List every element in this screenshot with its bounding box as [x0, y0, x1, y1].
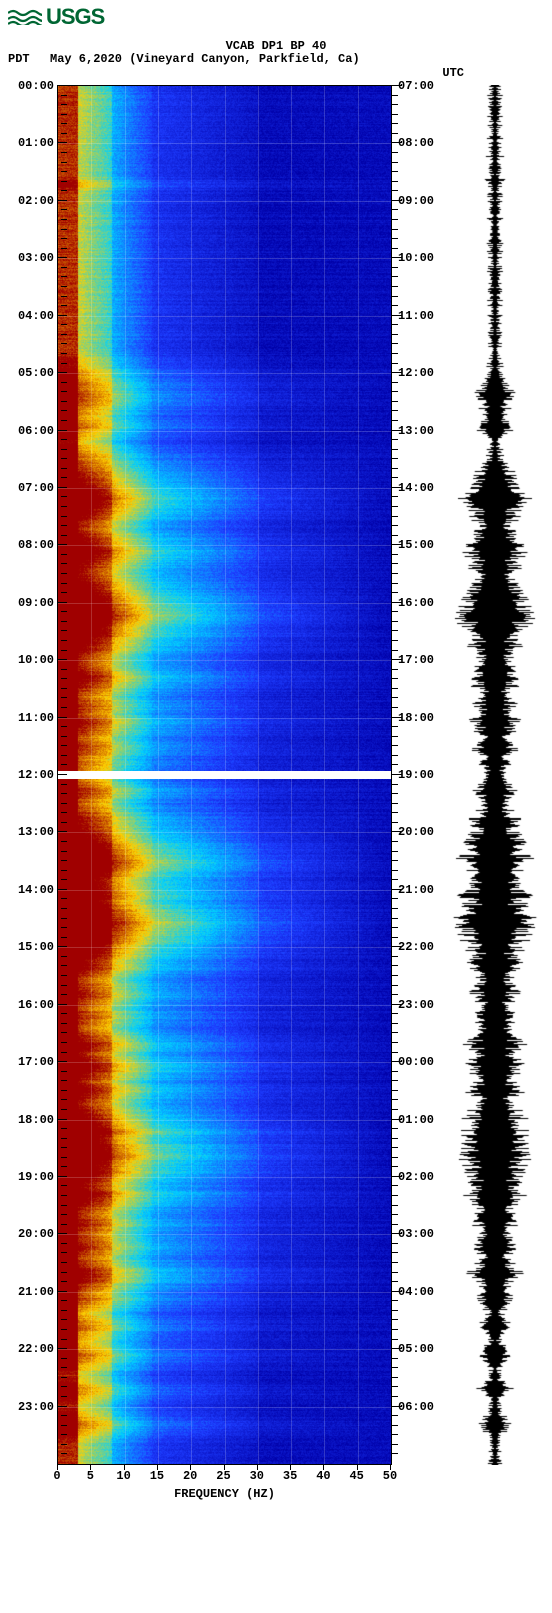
seismogram-canvas	[450, 85, 540, 1465]
ytick-left: 18:00	[10, 1113, 54, 1127]
ytick-right: 07:00	[398, 79, 434, 93]
ytick-left: 22:00	[10, 1342, 54, 1356]
xtick: 15	[150, 1469, 164, 1483]
ytick-left: 21:00	[10, 1285, 54, 1299]
ytick-left: 07:00	[10, 481, 54, 495]
ytick-left: 04:00	[10, 309, 54, 323]
time-gap	[58, 771, 391, 779]
ytick-left: 10:00	[10, 653, 54, 667]
ytick-left: 15:00	[10, 940, 54, 954]
chart-title: VCAB DP1 BP 40	[0, 39, 552, 53]
tz-left-label: PDT	[8, 52, 30, 66]
ytick-left: 02:00	[10, 194, 54, 208]
ytick-left: 00:00	[10, 79, 54, 93]
ytick-left: 05:00	[10, 366, 54, 380]
ytick-left: 11:00	[10, 711, 54, 725]
logo-text: USGS	[46, 4, 104, 30]
xtick: 0	[53, 1469, 60, 1483]
date-location: May 6,2020 (Vineyard Canyon, Parkfield, …	[0, 52, 552, 66]
ytick-right: 17:00	[398, 653, 434, 667]
ytick-right: 21:00	[398, 883, 434, 897]
ytick-left: 09:00	[10, 596, 54, 610]
ytick-right: 16:00	[398, 596, 434, 610]
ytick-right: 13:00	[398, 424, 434, 438]
chart-subtitle: PDT May 6,2020 (Vineyard Canyon, Parkfie…	[0, 52, 552, 66]
ytick-right: 10:00	[398, 251, 434, 265]
tz-right-label: UTC	[442, 66, 464, 80]
xtick: 50	[383, 1469, 397, 1483]
ytick-left: 20:00	[10, 1227, 54, 1241]
ytick-right: 11:00	[398, 309, 434, 323]
ytick-right: 14:00	[398, 481, 434, 495]
seismogram-panel	[450, 85, 540, 1465]
ytick-right: 15:00	[398, 538, 434, 552]
ytick-left: 08:00	[10, 538, 54, 552]
ytick-left: 19:00	[10, 1170, 54, 1184]
ytick-right: 05:00	[398, 1342, 434, 1356]
ytick-left: 23:00	[10, 1400, 54, 1414]
ytick-left: 03:00	[10, 251, 54, 265]
ytick-left: 14:00	[10, 883, 54, 897]
xtick: 10	[116, 1469, 130, 1483]
ytick-right: 06:00	[398, 1400, 434, 1414]
ytick-right: 00:00	[398, 1055, 434, 1069]
ytick-right: 08:00	[398, 136, 434, 150]
xtick: 20	[183, 1469, 197, 1483]
ytick-left: 06:00	[10, 424, 54, 438]
ytick-right: 18:00	[398, 711, 434, 725]
xtick: 25	[216, 1469, 230, 1483]
ytick-left: 16:00	[10, 998, 54, 1012]
ytick-right: 20:00	[398, 825, 434, 839]
ytick-right: 19:00	[398, 768, 434, 782]
chart-area: 00:00 01:00 02:00 03:00 04:00 05:00 06:00 07:00…	[0, 85, 552, 1505]
wave-icon	[8, 9, 42, 25]
xtick: 30	[250, 1469, 264, 1483]
xtick: 40	[316, 1469, 330, 1483]
ytick-right: 03:00	[398, 1227, 434, 1241]
x-axis-label: FREQUENCY (HZ)	[57, 1487, 392, 1501]
ytick-left: 13:00	[10, 825, 54, 839]
ytick-right: 22:00	[398, 940, 434, 954]
ytick-right: 23:00	[398, 998, 434, 1012]
usgs-logo: USGS	[8, 4, 104, 30]
ytick-right: 02:00	[398, 1170, 434, 1184]
ytick-left: 12:00	[10, 768, 54, 782]
xtick: 45	[349, 1469, 363, 1483]
xtick: 35	[283, 1469, 297, 1483]
page: { "logo_text":"USGS", "title":"VCAB DP1 …	[0, 0, 552, 1613]
ytick-right: 09:00	[398, 194, 434, 208]
spectrogram-panel	[57, 85, 392, 1465]
ytick-left: 17:00	[10, 1055, 54, 1069]
ytick-right: 04:00	[398, 1285, 434, 1299]
ytick-left: 01:00	[10, 136, 54, 150]
xtick: 5	[87, 1469, 94, 1483]
ytick-right: 01:00	[398, 1113, 434, 1127]
ytick-right: 12:00	[398, 366, 434, 380]
